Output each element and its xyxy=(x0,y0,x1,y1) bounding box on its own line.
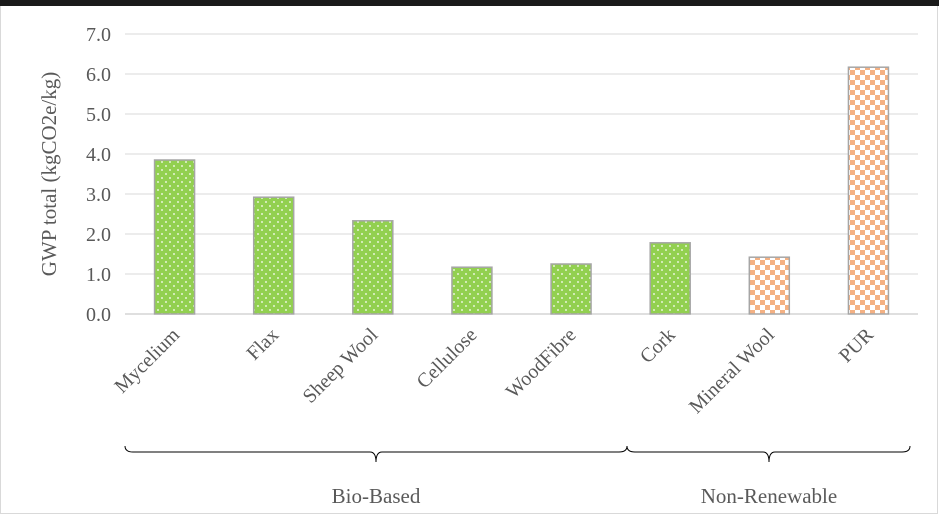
y-tick-labels: 0.0 1.0 2.0 3.0 4.0 5.0 6.0 7.0 xyxy=(86,24,111,326)
gridlines xyxy=(125,33,918,315)
group-brackets: Bio-Based Non-Renewable xyxy=(124,445,911,508)
y-tick-label: 6.0 xyxy=(86,64,111,86)
y-tick-label: 7.0 xyxy=(86,24,111,46)
bars xyxy=(153,66,890,315)
y-tick-label: 5.0 xyxy=(86,104,111,126)
x-category-label: Cellulose xyxy=(412,324,481,393)
bar xyxy=(847,66,890,315)
bar xyxy=(649,242,691,315)
bar xyxy=(252,196,295,315)
x-category-label: Mineral Wool xyxy=(685,324,779,418)
group-bracket xyxy=(626,445,911,463)
x-category-label: Mycelium xyxy=(110,324,184,398)
bar xyxy=(748,256,791,315)
y-tick-label: 3.0 xyxy=(86,184,111,206)
y-axis-label: GWP total (kgCO2e/kg) xyxy=(37,72,61,277)
x-category-label: Flax xyxy=(243,324,284,365)
bar xyxy=(153,159,196,315)
group-label: Bio-Based xyxy=(332,484,421,508)
x-category-label: PUR xyxy=(835,324,879,368)
y-tick-label: 4.0 xyxy=(86,144,111,166)
x-category-label: Sheep Wool xyxy=(299,324,383,408)
y-tick-label: 2.0 xyxy=(86,224,111,246)
bar xyxy=(451,266,493,315)
x-category-label: WoodFibre xyxy=(502,324,581,403)
top-edge-bar xyxy=(0,0,939,6)
bar xyxy=(352,220,394,315)
group-label: Non-Renewable xyxy=(701,484,837,508)
x-category-labels: Mycelium Flax Sheep Wool Cellulose WoodFibre… xyxy=(110,324,878,418)
y-tick-label: 0.0 xyxy=(86,304,111,326)
y-tick-label: 1.0 xyxy=(86,264,111,286)
x-category-label: Cork xyxy=(636,324,680,368)
bar xyxy=(550,263,592,315)
chart-frame xyxy=(0,6,938,514)
group-bracket xyxy=(124,445,628,463)
